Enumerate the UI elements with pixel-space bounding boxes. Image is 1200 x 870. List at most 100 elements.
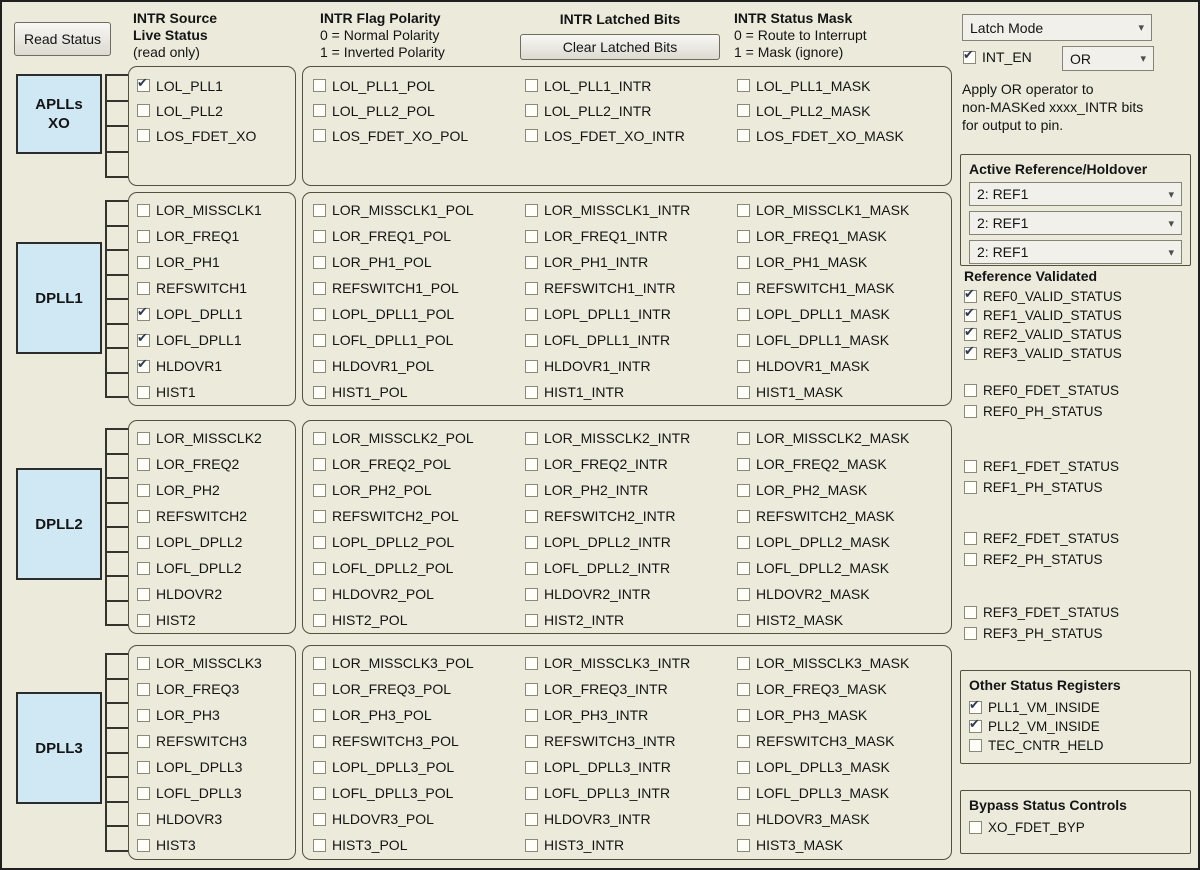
checkbox-LOFL_DPLL1_INTR[interactable] bbox=[525, 333, 538, 347]
checkbox-HLDOVR1_POL[interactable] bbox=[313, 359, 326, 373]
checkbox-INT_EN[interactable] bbox=[963, 48, 976, 64]
checkbox-REFSWITCH2[interactable] bbox=[137, 509, 150, 523]
checkbox-LOFL_DPLL3_POL[interactable] bbox=[313, 786, 326, 800]
checkbox-REF0_VALID_STATUS[interactable] bbox=[964, 287, 977, 303]
checkbox-LOS_FDET_XO_INTR[interactable] bbox=[525, 129, 538, 142]
checkbox-LOPL_DPLL1_MASK[interactable] bbox=[737, 307, 750, 321]
checkbox-LOR_PH1_POL[interactable] bbox=[313, 255, 326, 269]
checkbox-HLDOVR1_INTR[interactable] bbox=[525, 359, 538, 373]
checkbox-LOL_PLL1_MASK[interactable] bbox=[737, 79, 750, 92]
checkbox-HLDOVR3[interactable] bbox=[137, 812, 150, 826]
checkbox-REF3_PH_STATUS[interactable] bbox=[964, 627, 977, 640]
checkbox-HIST2_POL[interactable] bbox=[313, 613, 326, 627]
latch-mode-select[interactable]: Latch Mode ▾ bbox=[962, 14, 1152, 41]
checkbox-LOR_FREQ2_MASK[interactable] bbox=[737, 457, 750, 471]
checkbox-LOR_PH3[interactable] bbox=[137, 708, 150, 722]
checkbox-LOFL_DPLL2_MASK[interactable] bbox=[737, 561, 750, 575]
checkbox-LOS_FDET_XO_MASK[interactable] bbox=[737, 129, 750, 142]
checkbox-LOFL_DPLL1_MASK[interactable] bbox=[737, 333, 750, 347]
checkbox-HLDOVR2[interactable] bbox=[137, 587, 150, 601]
checkbox-REFSWITCH1_POL[interactable] bbox=[313, 281, 326, 295]
checkbox-LOPL_DPLL1_POL[interactable] bbox=[313, 307, 326, 321]
checkbox-LOPL_DPLL2_INTR[interactable] bbox=[525, 535, 538, 549]
checkbox-LOFL_DPLL1[interactable] bbox=[137, 331, 150, 347]
checkbox-REF1_FDET_STATUS[interactable] bbox=[964, 460, 977, 473]
checkbox-LOR_FREQ1_POL[interactable] bbox=[313, 229, 326, 243]
checkbox-REF2_FDET_STATUS[interactable] bbox=[964, 532, 977, 545]
checkbox-LOL_PLL2[interactable] bbox=[137, 104, 150, 117]
checkbox-REFSWITCH2_POL[interactable] bbox=[313, 509, 326, 523]
checkbox-LOR_MISSCLK2[interactable] bbox=[137, 431, 150, 445]
checkbox-REFSWITCH3_POL[interactable] bbox=[313, 734, 326, 748]
checkbox-LOPL_DPLL3_POL[interactable] bbox=[313, 760, 326, 774]
clear-latched-bits-button[interactable]: Clear Latched Bits bbox=[520, 34, 720, 60]
checkbox-LOR_MISSCLK1_MASK[interactable] bbox=[737, 203, 750, 217]
checkbox-LOFL_DPLL2_POL[interactable] bbox=[313, 561, 326, 575]
active-reference-select-1[interactable]: 2: REF1 ▾ bbox=[969, 211, 1182, 235]
checkbox-HIST3_MASK[interactable] bbox=[737, 838, 750, 852]
checkbox-HIST1_POL[interactable] bbox=[313, 385, 326, 399]
checkbox-HLDOVR3_POL[interactable] bbox=[313, 812, 326, 826]
checkbox-HLDOVR1_MASK[interactable] bbox=[737, 359, 750, 373]
checkbox-REF0_FDET_STATUS[interactable] bbox=[964, 384, 977, 397]
checkbox-LOR_FREQ3_MASK[interactable] bbox=[737, 682, 750, 696]
checkbox-LOR_PH1_INTR[interactable] bbox=[525, 255, 538, 269]
checkbox-HIST3_INTR[interactable] bbox=[525, 838, 538, 852]
checkbox-REFSWITCH2_MASK[interactable] bbox=[737, 509, 750, 523]
or-operator-select[interactable]: OR ▾ bbox=[1062, 46, 1154, 71]
checkbox-LOPL_DPLL2[interactable] bbox=[137, 535, 150, 549]
checkbox-LOR_MISSCLK1[interactable] bbox=[137, 203, 150, 217]
checkbox-LOPL_DPLL1_INTR[interactable] bbox=[525, 307, 538, 321]
checkbox-LOR_FREQ1_MASK[interactable] bbox=[737, 229, 750, 243]
checkbox-LOR_PH2_MASK[interactable] bbox=[737, 483, 750, 497]
checkbox-LOR_MISSCLK2_MASK[interactable] bbox=[737, 431, 750, 445]
active-reference-select-2[interactable]: 2: REF1 ▾ bbox=[969, 240, 1182, 264]
checkbox-HLDOVR2_POL[interactable] bbox=[313, 587, 326, 601]
checkbox-LOL_PLL2_INTR[interactable] bbox=[525, 104, 538, 117]
checkbox-LOFL_DPLL3_INTR[interactable] bbox=[525, 786, 538, 800]
checkbox-LOS_FDET_XO_POL[interactable] bbox=[313, 129, 326, 142]
checkbox-TEC_CNTR_HELD[interactable] bbox=[969, 739, 982, 752]
checkbox-LOR_MISSCLK1_INTR[interactable] bbox=[525, 203, 538, 217]
checkbox-HIST2_INTR[interactable] bbox=[525, 613, 538, 627]
checkbox-LOR_MISSCLK3[interactable] bbox=[137, 656, 150, 670]
checkbox-REF0_PH_STATUS[interactable] bbox=[964, 405, 977, 418]
checkbox-REF3_VALID_STATUS[interactable] bbox=[964, 344, 977, 360]
checkbox-LOL_PLL1[interactable] bbox=[137, 76, 150, 92]
checkbox-LOR_PH2_INTR[interactable] bbox=[525, 483, 538, 497]
checkbox-LOS_FDET_XO[interactable] bbox=[137, 129, 150, 142]
checkbox-LOR_PH1[interactable] bbox=[137, 255, 150, 269]
checkbox-LOPL_DPLL3_INTR[interactable] bbox=[525, 760, 538, 774]
checkbox-HIST3_POL[interactable] bbox=[313, 838, 326, 852]
checkbox-HLDOVR2_MASK[interactable] bbox=[737, 587, 750, 601]
checkbox-LOFL_DPLL3[interactable] bbox=[137, 786, 150, 800]
checkbox-LOR_MISSCLK2_POL[interactable] bbox=[313, 431, 326, 445]
checkbox-LOFL_DPLL3_MASK[interactable] bbox=[737, 786, 750, 800]
checkbox-LOR_PH3_INTR[interactable] bbox=[525, 708, 538, 722]
checkbox-REFSWITCH3[interactable] bbox=[137, 734, 150, 748]
checkbox-LOR_MISSCLK1_POL[interactable] bbox=[313, 203, 326, 217]
active-reference-select-0[interactable]: 2: REF1 ▾ bbox=[969, 182, 1182, 206]
checkbox-LOPL_DPLL3_MASK[interactable] bbox=[737, 760, 750, 774]
checkbox-LOR_PH2[interactable] bbox=[137, 483, 150, 497]
checkbox-HLDOVR3_INTR[interactable] bbox=[525, 812, 538, 826]
checkbox-REF1_VALID_STATUS[interactable] bbox=[964, 306, 977, 322]
checkbox-LOPL_DPLL2_MASK[interactable] bbox=[737, 535, 750, 549]
checkbox-HIST1[interactable] bbox=[137, 385, 150, 399]
checkbox-LOPL_DPLL1[interactable] bbox=[137, 305, 150, 321]
checkbox-LOR_PH2_POL[interactable] bbox=[313, 483, 326, 497]
checkbox-HLDOVR2_INTR[interactable] bbox=[525, 587, 538, 601]
checkbox-LOR_MISSCLK3_INTR[interactable] bbox=[525, 656, 538, 670]
checkbox-LOR_FREQ3_INTR[interactable] bbox=[525, 682, 538, 696]
checkbox-PLL1_VM_INSIDE[interactable] bbox=[969, 698, 982, 714]
checkbox-LOFL_DPLL2[interactable] bbox=[137, 561, 150, 575]
checkbox-LOFL_DPLL1_POL[interactable] bbox=[313, 333, 326, 347]
checkbox-LOR_FREQ3_POL[interactable] bbox=[313, 682, 326, 696]
checkbox-LOL_PLL1_INTR[interactable] bbox=[525, 79, 538, 92]
checkbox-HIST3[interactable] bbox=[137, 838, 150, 852]
checkbox-HIST1_INTR[interactable] bbox=[525, 385, 538, 399]
read-status-button[interactable]: Read Status bbox=[14, 22, 111, 56]
checkbox-LOR_MISSCLK2_INTR[interactable] bbox=[525, 431, 538, 445]
checkbox-REF2_VALID_STATUS[interactable] bbox=[964, 325, 977, 341]
checkbox-XO_FDET_BYP[interactable] bbox=[969, 821, 982, 834]
